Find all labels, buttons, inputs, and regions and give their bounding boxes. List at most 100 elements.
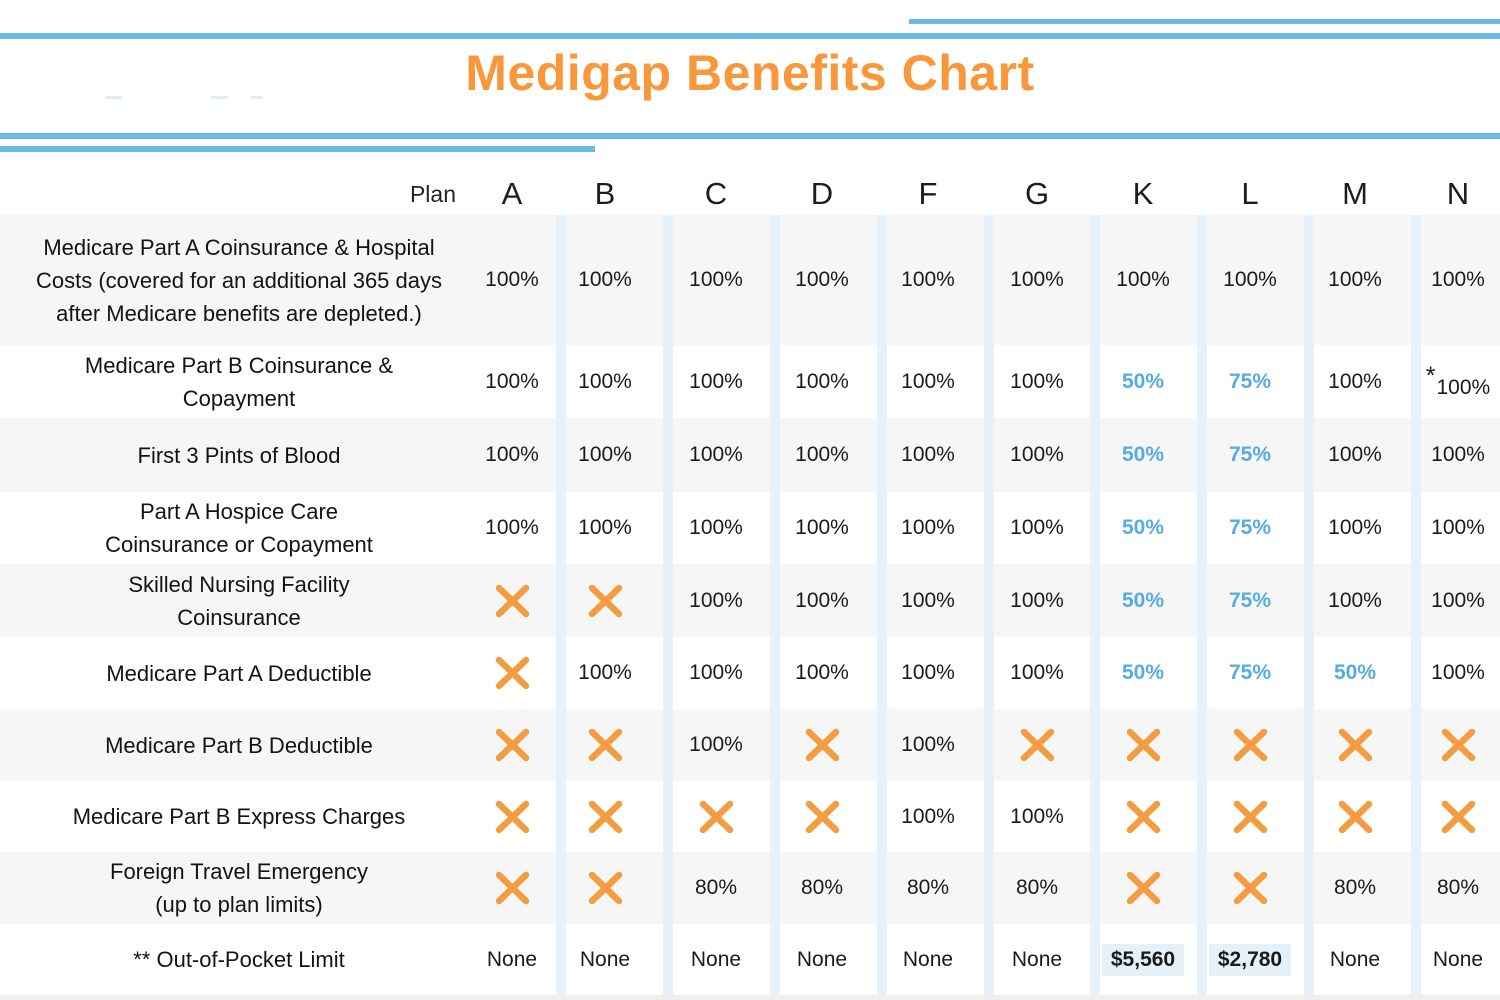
benefit-cell-C: 80% [663, 852, 769, 924]
column-header-D: D [810, 176, 834, 211]
benefit-cell-G: None [984, 924, 1090, 995]
benefit-cell-C: 100% [663, 215, 769, 345]
cell-value: 100% [578, 661, 632, 684]
benefit-cell-A [459, 781, 565, 852]
column-separator-stripe [556, 215, 566, 1000]
decor-line-under-title [0, 133, 1500, 139]
benefit-cell-K: 50% [1090, 637, 1196, 709]
footnote-star: * [1425, 362, 1436, 390]
benefit-cell-N [1405, 709, 1500, 781]
benefit-cell-M [1302, 781, 1408, 852]
benefit-cell-C: 100% [663, 564, 769, 637]
cell-value: 100% [1328, 443, 1382, 466]
benefit-cell-F: 100% [875, 564, 981, 637]
benefit-cell-M [1302, 709, 1408, 781]
faint-logo-mark [211, 96, 228, 99]
cell-value: 100% [578, 268, 632, 291]
benefit-cell-B: 100% [552, 637, 658, 709]
cell-value: 80% [1015, 876, 1059, 899]
cell-value: 100% [901, 516, 955, 539]
benefit-cell-K [1090, 709, 1196, 781]
x-mark-icon [805, 800, 839, 833]
row-label: Foreign Travel Emergency (up to plan lim… [110, 859, 368, 917]
cell-value: 100% [901, 268, 955, 291]
cell-value: 50% [1121, 661, 1165, 684]
benefit-cell-C: 100% [663, 345, 769, 418]
cell-value: 100% [901, 369, 955, 393]
benefit-cell-G: 80% [984, 852, 1090, 924]
column-header-F: F [918, 176, 938, 211]
x-mark-icon [495, 728, 529, 762]
x-mark-icon [588, 584, 622, 617]
cell-value: 100% [1010, 661, 1064, 684]
benefit-cell-F: 100% [875, 781, 981, 852]
column-header-B: B [594, 176, 616, 211]
cell-value: 50% [1121, 369, 1165, 393]
benefit-cell-B [552, 852, 658, 924]
x-mark-icon [1441, 800, 1475, 833]
column-header-L: L [1241, 176, 1259, 211]
x-mark-icon [495, 800, 529, 833]
benefit-cell-D: 80% [769, 852, 875, 924]
benefit-cell-K [1090, 781, 1196, 852]
cell-value: 100% [795, 661, 849, 684]
benefit-cell-M: 100% [1302, 215, 1408, 345]
x-mark-icon [699, 800, 733, 833]
benefit-cell-D [769, 781, 875, 852]
cell-value: 75% [1228, 516, 1272, 539]
table-row: Medicare Part A Deductible 100% 100% 100% 10… [0, 637, 1500, 709]
cell-value: $2,780 [1208, 943, 1292, 976]
table-header-row: Plan A B C D F G K L M N [0, 175, 1500, 215]
benefit-cell-B: None [552, 924, 658, 995]
benefit-cell-L: 75% [1197, 564, 1303, 637]
column-header-C: C [704, 176, 728, 211]
faint-logo-mark [251, 96, 262, 99]
benefit-cell-F: 100% [875, 709, 981, 781]
benefit-cell-F: 100% [875, 345, 981, 418]
cell-value: 75% [1228, 661, 1272, 684]
benefit-cell-M: 100% [1302, 345, 1408, 418]
row-label: ** Out-of-Pocket Limit [133, 947, 345, 972]
page-title: Medigap Benefits Chart [465, 45, 1035, 101]
benefit-cell-A: None [459, 924, 565, 995]
faint-logo-mark [106, 96, 122, 99]
benefit-cell-K: $5,560 [1090, 924, 1196, 995]
x-mark-icon [1233, 871, 1267, 905]
cell-value: 100% [901, 804, 955, 828]
benefit-cell-L: 100% [1197, 215, 1303, 345]
cell-value: None [1011, 947, 1063, 971]
benefit-cell-G: 100% [984, 564, 1090, 637]
benefit-cell-L: $2,780 [1197, 924, 1303, 995]
x-mark-icon [495, 656, 529, 690]
benefit-cell-C: 100% [663, 418, 769, 492]
decor-line-top-full [0, 33, 1500, 39]
cell-value: 100% [901, 588, 955, 612]
row-label: Part A Hospice Care Coinsurance or Copay… [105, 499, 373, 557]
cell-value: 100% [1010, 443, 1064, 466]
benefit-cell-N: 100% [1405, 637, 1500, 709]
column-header-M: M [1342, 176, 1368, 211]
row-label: First 3 Pints of Blood [137, 442, 341, 468]
cell-value: 100% [795, 443, 849, 466]
benefit-cell-N: 100% [1405, 492, 1500, 564]
x-mark-icon [1441, 728, 1475, 762]
benefit-cell-M: 80% [1302, 852, 1408, 924]
decor-line-top-right [909, 19, 1500, 24]
benefit-cell-D: 100% [769, 215, 875, 345]
benefit-cell-N: *100% [1405, 345, 1500, 418]
cell-value: 100% [795, 516, 849, 539]
cell-value: 100% [1010, 369, 1064, 393]
cell-value: 100% [901, 733, 955, 756]
benefit-cell-D: 100% [769, 492, 875, 564]
cell-value: None [796, 947, 848, 971]
column-separator-stripe [1197, 215, 1207, 1000]
benefit-cell-N: 100% [1405, 215, 1500, 345]
benefit-cell-B [552, 781, 658, 852]
cell-value: 100% [1010, 588, 1064, 612]
benefit-cell-G: 100% [984, 781, 1090, 852]
x-mark-icon [1338, 728, 1372, 762]
benefit-cell-L [1197, 852, 1303, 924]
row-label: Medicare Part B Coinsurance & Copayment [84, 352, 394, 411]
cell-value: $5,560 [1101, 943, 1185, 976]
